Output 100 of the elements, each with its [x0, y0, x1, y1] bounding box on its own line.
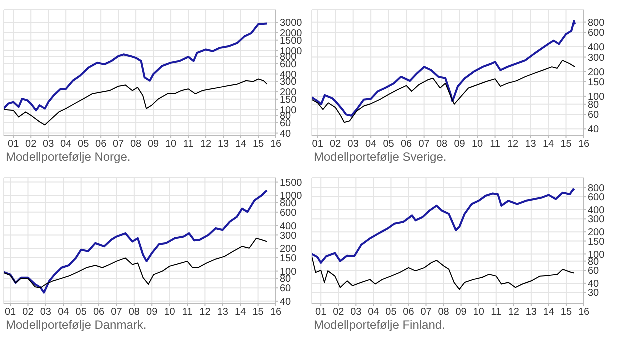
x-tick-label: 06	[93, 307, 106, 318]
x-tick-label: 14	[235, 307, 247, 318]
x-tick-label: 01	[316, 307, 328, 318]
y-tick-label: 200	[588, 67, 606, 78]
x-tick-label: 12	[200, 307, 212, 318]
x-tick-label: 08	[128, 307, 140, 318]
x-tick-label: 14	[235, 139, 248, 150]
y-tick-label: 150	[280, 254, 298, 265]
text: Modellportefølje Danmark.	[6, 318, 148, 332]
x-tick-label: 03	[40, 307, 52, 318]
y-tick-label: 40	[588, 278, 600, 290]
x-tick-label: 09	[456, 307, 468, 318]
line-series	[4, 190, 268, 294]
x-tick-label: 02	[330, 139, 342, 150]
line-series	[4, 78, 268, 126]
y-tick-label: 200	[588, 228, 606, 239]
x-tick-label: 07	[418, 139, 430, 150]
line-series	[4, 22, 268, 112]
x-tick-label: 05	[383, 139, 395, 150]
x-tick-label: 08	[438, 307, 450, 318]
y-tick-label: 80	[588, 100, 600, 111]
x-tick-label: 04	[366, 139, 378, 150]
x-tick-label: 10	[164, 307, 176, 318]
x-tick-label: 13	[218, 139, 230, 150]
line-series	[312, 60, 576, 124]
y-tick-label: 80	[280, 274, 292, 286]
x-tick-label: 11	[490, 139, 501, 150]
x-tick-label: 04	[60, 139, 72, 150]
x-tick-label: 01	[8, 139, 20, 150]
y-tick-label: 1500	[280, 178, 303, 189]
x-tick-label: 01	[312, 139, 324, 150]
x-tick-label: 07	[420, 307, 432, 318]
x-tick-label: 03	[348, 139, 360, 150]
line-series	[312, 20, 576, 117]
line-series	[312, 188, 576, 264]
x-tick-label: 07	[113, 139, 125, 150]
text: Modellportefølje Sverige.	[314, 150, 448, 164]
y-tick-label: 150	[588, 78, 606, 89]
x-tick-label: 10	[165, 139, 178, 150]
y-tick-label: 30	[588, 288, 600, 300]
x-tick-label: 13	[526, 307, 538, 318]
x-tick-label: 10	[472, 139, 484, 150]
x-tick-label: 04	[368, 307, 380, 318]
y-tick-label: 300	[280, 230, 298, 242]
x-tick-label: 15	[252, 139, 265, 150]
x-tick-label: 02	[333, 307, 345, 318]
x-tick-label: 11	[491, 307, 502, 318]
y-tick-label: 80	[588, 256, 600, 268]
x-tick-label: 03	[350, 307, 362, 318]
x-tick-label: 14	[543, 307, 555, 318]
x-tick-label: 08	[436, 139, 448, 150]
x-tick-label: 09	[148, 139, 160, 150]
x-tick-label: 10	[473, 307, 485, 318]
x-tick-label: 06	[403, 307, 415, 318]
y-tick-label: 600	[280, 208, 298, 219]
x-tick-label: 05	[386, 307, 398, 318]
y-tick-label: 200	[280, 244, 298, 256]
x-tick-label: 15	[560, 307, 572, 318]
x-tick-label: 02	[26, 139, 38, 150]
x-tick-label: 11	[182, 307, 194, 318]
x-tick-label: 12	[200, 139, 212, 150]
x-tick-label: 15	[252, 307, 264, 318]
x-tick-label: 09	[454, 139, 466, 150]
x-tick-label: 12	[507, 139, 520, 150]
y-tick-label: 400	[280, 221, 298, 232]
text: Modellportefølje Norge.	[6, 150, 132, 164]
y-tick-label: 40	[280, 296, 292, 308]
x-tick-label: 16	[578, 139, 590, 150]
y-tick-label: 60	[280, 284, 292, 295]
x-tick-label: 07	[111, 307, 123, 318]
y-tick-label: 800	[588, 183, 606, 194]
x-tick-label: 12	[508, 307, 520, 318]
y-tick-label: 60	[588, 266, 600, 278]
y-tick-label: 600	[588, 28, 606, 40]
x-tick-label: 02	[22, 307, 34, 318]
y-tick-label: 150	[588, 236, 606, 248]
x-tick-label: 16	[270, 307, 282, 318]
line-series	[312, 256, 575, 290]
x-tick-label: 15	[560, 139, 572, 150]
x-tick-label: 09	[146, 307, 158, 318]
x-tick-label: 03	[43, 139, 55, 150]
x-tick-label: 11	[183, 139, 194, 150]
y-tick-label: 300	[588, 214, 606, 226]
x-tick-label: 16	[270, 139, 282, 150]
y-tick-label: 400	[588, 206, 606, 217]
y-tick-label: 3000	[280, 18, 303, 30]
x-tick-label: 06	[401, 139, 413, 150]
y-tick-label: 600	[588, 192, 606, 204]
x-tick-label: 01	[4, 307, 17, 318]
line-series	[4, 238, 268, 289]
x-tick-label: 04	[58, 307, 70, 318]
x-tick-label: 05	[78, 139, 90, 150]
y-tick-label: 300	[588, 52, 606, 64]
x-tick-label: 13	[525, 139, 537, 150]
y-tick-label: 400	[588, 42, 606, 54]
x-tick-label: 05	[76, 307, 88, 318]
x-tick-label: 14	[542, 139, 555, 150]
text: Modellportefølje Finland.	[314, 318, 446, 332]
x-tick-label: 16	[578, 307, 590, 318]
y-tick-label: 60	[588, 110, 600, 122]
